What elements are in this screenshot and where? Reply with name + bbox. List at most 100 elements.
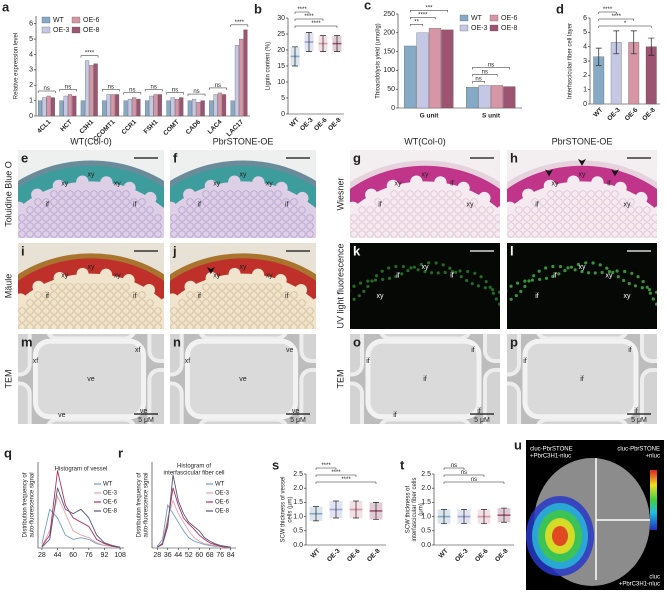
cell xyxy=(82,198,90,206)
y-tick-label: 30 xyxy=(277,15,285,22)
fluorescence xyxy=(622,278,626,283)
cell xyxy=(619,222,627,230)
cell xyxy=(587,230,595,238)
bundle xyxy=(350,201,360,214)
bundle xyxy=(228,175,241,188)
cell xyxy=(587,222,595,230)
cell xyxy=(146,230,154,238)
cell xyxy=(274,307,282,315)
legend-swatch xyxy=(71,26,81,34)
bar xyxy=(234,45,239,117)
cell xyxy=(186,206,194,214)
significance: **** xyxy=(85,51,95,57)
micrograph xyxy=(170,150,316,238)
cell xyxy=(282,299,290,307)
micrograph xyxy=(507,150,657,238)
fluorescence xyxy=(523,284,527,289)
cell xyxy=(90,230,98,238)
y-tick-label: 0 xyxy=(583,101,587,108)
cell xyxy=(250,323,258,329)
cell xyxy=(250,283,258,291)
structure-label: xy xyxy=(579,171,587,178)
cell xyxy=(18,230,26,238)
cell xyxy=(210,299,218,307)
cell xyxy=(34,206,42,214)
bar xyxy=(37,100,43,117)
significance: **** xyxy=(603,7,613,13)
significance: ns xyxy=(215,83,221,89)
cell xyxy=(50,323,58,329)
x-tick-label: 28 xyxy=(153,552,161,559)
micrograph xyxy=(18,150,164,238)
cell xyxy=(202,315,210,323)
cell xyxy=(266,214,274,222)
cell xyxy=(106,291,114,299)
significance: **** xyxy=(341,477,351,483)
y-tick-label: 2 xyxy=(29,82,33,89)
cell xyxy=(154,230,162,238)
bracket xyxy=(410,10,448,13)
cell xyxy=(18,381,32,424)
cell xyxy=(531,206,539,214)
y-tick-label: 0.0 xyxy=(293,542,303,549)
arrowhead xyxy=(545,169,553,177)
cell xyxy=(66,315,74,323)
cell xyxy=(106,214,114,222)
fluorescence xyxy=(419,262,423,266)
bracket xyxy=(80,55,99,58)
bar xyxy=(174,98,180,117)
cell xyxy=(98,190,106,198)
cell xyxy=(350,334,364,377)
cell xyxy=(398,206,406,214)
bundle xyxy=(311,298,316,310)
cell xyxy=(242,214,250,222)
row-label: UV light fluorescence xyxy=(335,243,345,328)
cell xyxy=(274,299,282,307)
cell xyxy=(138,230,146,238)
cell xyxy=(274,222,282,230)
bar xyxy=(192,98,197,117)
cell xyxy=(66,190,74,198)
scale-label: 5 μM xyxy=(474,417,490,424)
panel-letter: h xyxy=(510,150,518,165)
bar xyxy=(179,97,184,117)
cell xyxy=(34,214,42,222)
significance: **** xyxy=(418,12,428,18)
cell xyxy=(26,315,34,323)
cell xyxy=(130,198,138,206)
cell xyxy=(250,299,258,307)
cell xyxy=(374,222,382,230)
cell xyxy=(414,198,422,206)
cell xyxy=(194,230,202,238)
cell xyxy=(234,315,242,323)
y-tick-label: 1.5 xyxy=(293,499,303,506)
micrograph xyxy=(350,334,500,424)
cell xyxy=(438,190,446,198)
y-tick-label: 15 xyxy=(277,63,285,70)
bundle xyxy=(161,207,164,218)
fluorescence xyxy=(527,279,531,283)
cell xyxy=(390,222,398,230)
cell xyxy=(299,368,316,424)
fluorescence xyxy=(654,302,657,306)
bar xyxy=(115,94,120,117)
fluorescence xyxy=(416,268,420,272)
significance: ns xyxy=(151,85,157,91)
cell xyxy=(98,222,106,230)
cell xyxy=(603,206,611,214)
cell xyxy=(178,230,186,238)
structure-label: xy xyxy=(467,201,475,208)
bundle xyxy=(252,268,265,281)
cell xyxy=(34,222,42,230)
cell xyxy=(194,214,202,222)
cell xyxy=(58,222,66,230)
fluorescence xyxy=(633,284,638,288)
cell xyxy=(486,222,494,230)
cell xyxy=(494,230,500,238)
cell xyxy=(290,222,298,230)
cell xyxy=(374,230,382,238)
fluorescence xyxy=(479,275,483,279)
bracket xyxy=(472,67,510,70)
fluorescence xyxy=(591,261,595,265)
cell xyxy=(587,198,595,206)
